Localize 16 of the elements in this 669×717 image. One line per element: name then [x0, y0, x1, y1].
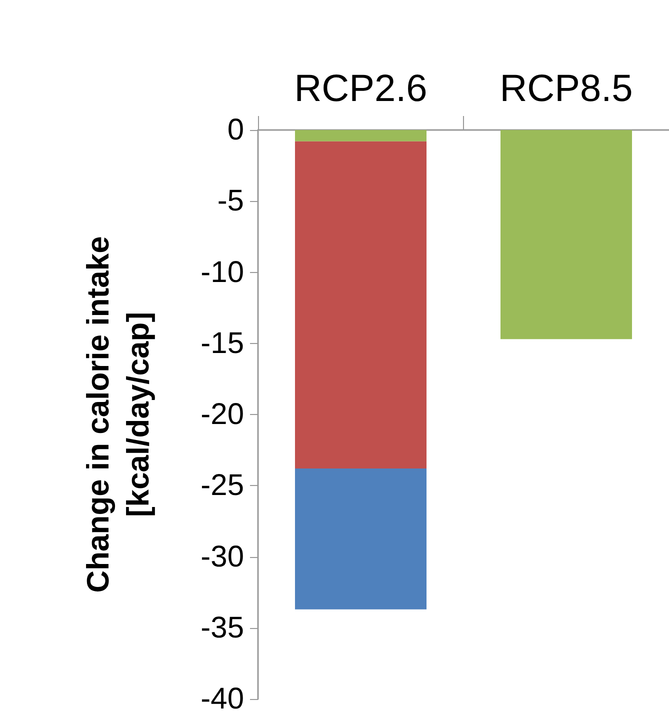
x-tick-label: RCP2.6: [294, 68, 428, 110]
y-tick-label: -20: [200, 398, 244, 431]
bar: [294, 141, 427, 469]
bar: [500, 130, 632, 340]
y-tick-label: 0: [227, 114, 244, 146]
y-tick-label: -15: [200, 326, 244, 360]
bar: [294, 130, 427, 142]
y-tick-label: -25: [200, 469, 244, 502]
y-tick-label: -40: [200, 682, 244, 716]
y-axis-title: Change in calorie intake [kcal/day/cap]: [80, 236, 156, 593]
x-tick-label: RCP8.5: [500, 68, 633, 110]
y-tick-label: -30: [200, 540, 244, 574]
bar: [294, 468, 427, 610]
y-tick-label: -5: [217, 184, 244, 218]
y-tick-label: -35: [200, 611, 244, 644]
y-tick-label: -10: [200, 256, 244, 289]
